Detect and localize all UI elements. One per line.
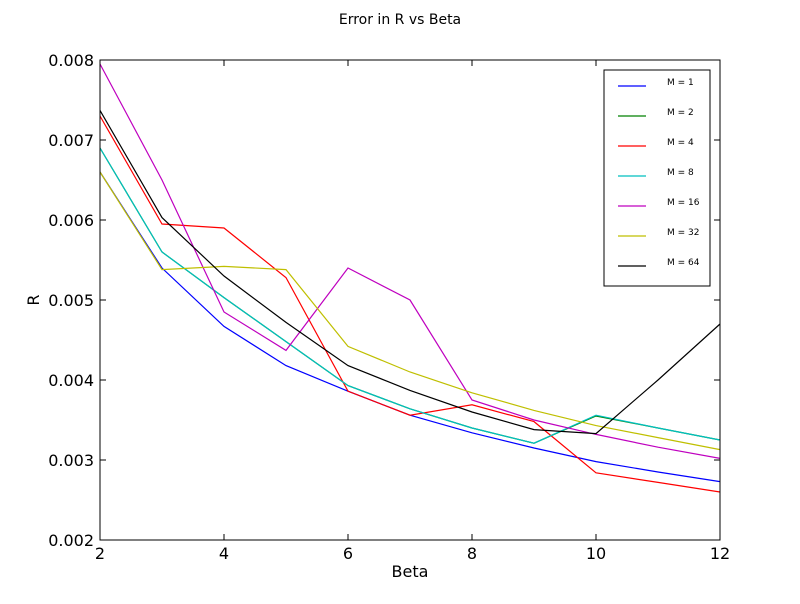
- legend-label: M = 32: [667, 228, 699, 238]
- x-tick-label: 8: [467, 544, 477, 563]
- x-tick-label: 10: [586, 544, 606, 563]
- series-line-m-8: [99, 147, 721, 444]
- legend-label: M = 64: [667, 258, 700, 268]
- y-tick-label: 0.002: [48, 531, 94, 550]
- legend: M = 1 M = 2 M = 4 M = 8 M = 16 M = 32 M = 64: [603, 69, 711, 287]
- y-tick-label: 0.004: [48, 371, 94, 390]
- x-tick-label: 2: [95, 544, 105, 563]
- x-axis-label: Beta: [392, 562, 429, 581]
- legend-label: M = 2: [667, 108, 694, 118]
- ticks-layer: 2 4 6 8 10 12 0.002 0.003 0.004 0.005 0.006 0.007 0.…: [48, 51, 730, 563]
- legend-box: [603, 69, 711, 287]
- y-tick-label: 0.005: [48, 291, 94, 310]
- y-tick-label: 0.007: [48, 131, 94, 150]
- y-tick-label: 0.008: [48, 51, 94, 70]
- series-line-m-4: [99, 115, 721, 493]
- y-tick-label: 0.006: [48, 211, 94, 230]
- x-tick-label: 6: [343, 544, 353, 563]
- legend-label: M = 16: [667, 198, 700, 208]
- x-tick-label: 4: [219, 544, 229, 563]
- y-axis-label: R: [24, 294, 43, 305]
- series-line-m-32: [99, 171, 721, 451]
- x-tick-label: 12: [710, 544, 730, 563]
- legend-label: M = 4: [667, 138, 694, 148]
- series-line-m-64: [99, 110, 721, 435]
- legend-label: M = 8: [667, 168, 694, 178]
- y-tick-label: 0.003: [48, 451, 94, 470]
- legend-label: M = 1: [667, 78, 694, 88]
- chart-title: Error in R vs Beta: [339, 12, 461, 28]
- series-layer: [99, 63, 721, 493]
